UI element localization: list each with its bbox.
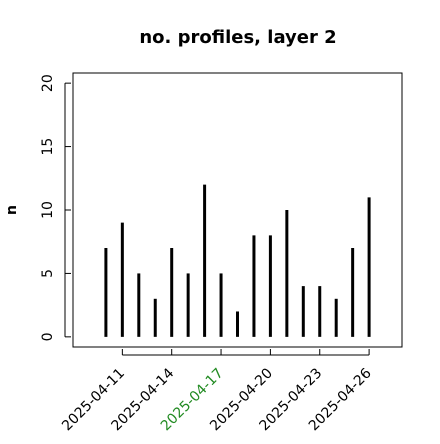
plot-box bbox=[72, 72, 403, 348]
y-tick-label: 0 bbox=[40, 332, 56, 341]
chart-title: no. profiles, layer 2 bbox=[139, 27, 336, 48]
y-tick-label: 15 bbox=[40, 138, 56, 156]
y-tick-label: 5 bbox=[40, 269, 56, 278]
y-axis-label: n bbox=[4, 205, 20, 215]
y-tick-label: 10 bbox=[40, 201, 56, 219]
y-tick-label: 20 bbox=[40, 74, 56, 92]
